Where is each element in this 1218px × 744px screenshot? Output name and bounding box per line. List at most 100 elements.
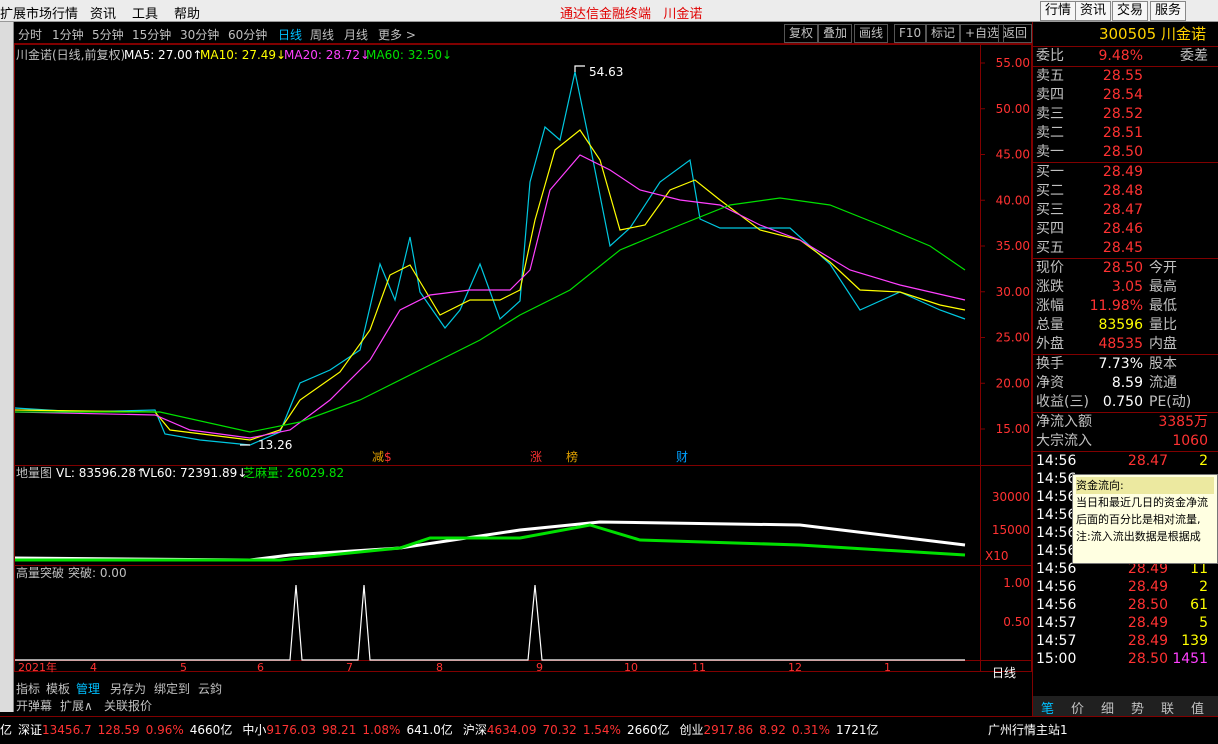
index-change: 128.59 (97, 723, 140, 737)
ma-label: MA20: 28.72↓ (284, 48, 370, 62)
period-tab[interactable]: 周线 (310, 28, 335, 42)
bottom-tab[interactable]: 扩展∧ (60, 699, 93, 713)
quote-tab[interactable]: 价 (1071, 702, 1085, 717)
bottom-tab[interactable]: 绑定到 (154, 682, 191, 696)
tick-price: 28.47 (1127, 453, 1168, 469)
volume-tick-label: 15000 (992, 523, 1030, 537)
ma-label: MA5: 27.00↑ (124, 48, 202, 62)
book-label: 卖四 (1036, 87, 1064, 103)
quote-tabs: 笔价细势联值 (1033, 696, 1218, 717)
index-value: 2917.86 (703, 723, 754, 737)
tool-button[interactable]: 复权 (784, 24, 819, 43)
price-line (14, 71, 966, 446)
tick-row: 15:00 28.50 1451 (1033, 650, 1218, 668)
bottom-tab[interactable]: 开弹幕 (16, 699, 53, 713)
tick-time: 14:57 (1036, 633, 1077, 649)
ma-label: MA60: 32.50↓ (366, 48, 452, 62)
bottom-tab[interactable]: 管理 (76, 682, 101, 696)
book-price: 28.48 (1102, 183, 1143, 199)
period-tab[interactable]: 5分钟 (92, 28, 124, 42)
quote-tab[interactable]: 联 (1161, 702, 1175, 717)
tick-row: 14:56 28.47 2 (1033, 452, 1218, 470)
indicator-title: 高量突破 (16, 565, 64, 580)
menu-button[interactable]: 服务 (1150, 1, 1187, 21)
price-lines (14, 65, 966, 446)
tick-time: 14:56 (1036, 489, 1077, 505)
menu-item[interactable]: 帮助 (174, 7, 201, 22)
tool-button[interactable]: +自选 (960, 24, 1005, 43)
app-title: 通达信金融终端 川金诺 (560, 3, 702, 22)
tick-time: 14:56 (1036, 507, 1077, 523)
weibi-row: 委比 9.48% 委差 (1033, 47, 1218, 67)
bottom-tab[interactable]: 关联报价 (104, 699, 153, 713)
stat-value: 7.73% (1098, 356, 1143, 372)
index-change: 70.32 (542, 723, 577, 737)
quote-tab[interactable]: 势 (1131, 702, 1145, 717)
stat-row: 涨幅 11.98% 最低 (1033, 297, 1218, 316)
bottom-tab[interactable]: 模板 (46, 682, 71, 696)
menu-button[interactable]: 资讯 (1075, 1, 1112, 21)
chart-title: 川金诺(日线,前复权) (16, 47, 125, 62)
index-amount: 641.0亿 (406, 723, 453, 737)
index-pct: 0.96% (145, 723, 184, 737)
quote-tab[interactable]: 细 (1101, 702, 1115, 717)
menu-item[interactable]: 工具 (132, 7, 159, 22)
stat-row: 涨跌 3.05 最高 (1033, 278, 1218, 297)
tool-button[interactable]: 画线 (854, 24, 889, 43)
tick-time: 14:56 (1036, 525, 1077, 541)
period-tab[interactable]: 60分钟 (228, 28, 268, 42)
stock-name: 川金诺 (663, 7, 703, 22)
quote-header: 300505 川金诺 (1033, 22, 1218, 47)
volume-title: 地量图 (16, 466, 52, 480)
menu-button[interactable]: 交易 (1112, 1, 1149, 21)
book-row: 买五 28.45 (1033, 239, 1218, 259)
tick-row: 14:56 (1033, 506, 1218, 524)
stat-value: 0.750 (1102, 394, 1143, 410)
stat-label: 最低 (1149, 298, 1177, 314)
bottom-tab[interactable]: 指标 (16, 682, 41, 696)
kline-chart: 川金诺(日线,前复权)MA5: 27.00↑MA10: 27.49↓MA20: … (14, 44, 1032, 674)
event-marker: 减 (372, 450, 384, 464)
stat-label: PE(动) (1149, 394, 1192, 410)
index-name: 中小 (242, 723, 267, 737)
tick-price: 28.50 (1127, 651, 1168, 667)
tooltip: 资金流向: 当日和最近几日的资金净流 后面的百分比是相对流量, 注:流入流出数据是根… (1072, 474, 1218, 564)
quote-tab[interactable]: 笔 (1041, 702, 1055, 717)
period-tab[interactable]: 月线 (344, 28, 369, 42)
period-tab[interactable]: 1分钟 (52, 28, 84, 42)
tool-button[interactable]: 标记 (926, 24, 961, 43)
menu-button[interactable]: 行情 (1040, 1, 1077, 21)
stat-label: 外盘 (1036, 336, 1064, 352)
tooltip-line: 注:流入流出数据是根据成 (1076, 530, 1201, 543)
tick-volume: 2 (1199, 579, 1208, 595)
bottom-tab[interactable]: 另存为 (110, 682, 147, 696)
book-label: 买三 (1036, 202, 1064, 218)
value: 9.48% (1098, 48, 1143, 64)
tool-button[interactable]: 叠加 (818, 24, 853, 43)
bottom-tab[interactable]: 云鈞 (198, 682, 223, 696)
tick-price: 28.49 (1127, 633, 1168, 649)
tick-time: 14:56 (1036, 543, 1077, 559)
index-pct: 1.08% (362, 723, 401, 737)
menu-item[interactable]: 扩展市场行情 (0, 7, 79, 22)
quote-tab[interactable]: 值 (1191, 702, 1205, 717)
left-scrollbar[interactable] (0, 22, 14, 712)
tool-button[interactable]: 返回 (998, 24, 1032, 43)
stat-label: 收益(三) (1036, 394, 1089, 410)
menu-item[interactable]: 资讯 (90, 7, 117, 22)
tool-button[interactable]: F10 (894, 24, 927, 43)
period-tab[interactable]: 日线 (278, 28, 303, 42)
stat-value: 11.98% (1089, 298, 1143, 314)
book-row: 卖五 28.55 (1033, 67, 1218, 86)
tick-time: 15:00 (1036, 651, 1077, 667)
flow-label: 大宗流入 (1036, 433, 1092, 449)
period-tab[interactable]: 15分钟 (132, 28, 172, 42)
period-tab[interactable]: 更多 > (378, 28, 416, 42)
book-price: 28.45 (1102, 240, 1143, 256)
flow-row: 净流入额 3385万 (1033, 413, 1218, 432)
period-tab[interactable]: 分时 (18, 28, 43, 42)
period-tab[interactable]: 30分钟 (180, 28, 220, 42)
period-toolbar: 分时 1分钟 5分钟 15分钟 30分钟 60分钟 日线 周线 月线 更多 > 复权 叠加 画线 F10 标… (14, 22, 1032, 44)
ma-label: MA10: 27.49↓ (200, 48, 286, 62)
index-name: 沪深 (462, 723, 487, 737)
